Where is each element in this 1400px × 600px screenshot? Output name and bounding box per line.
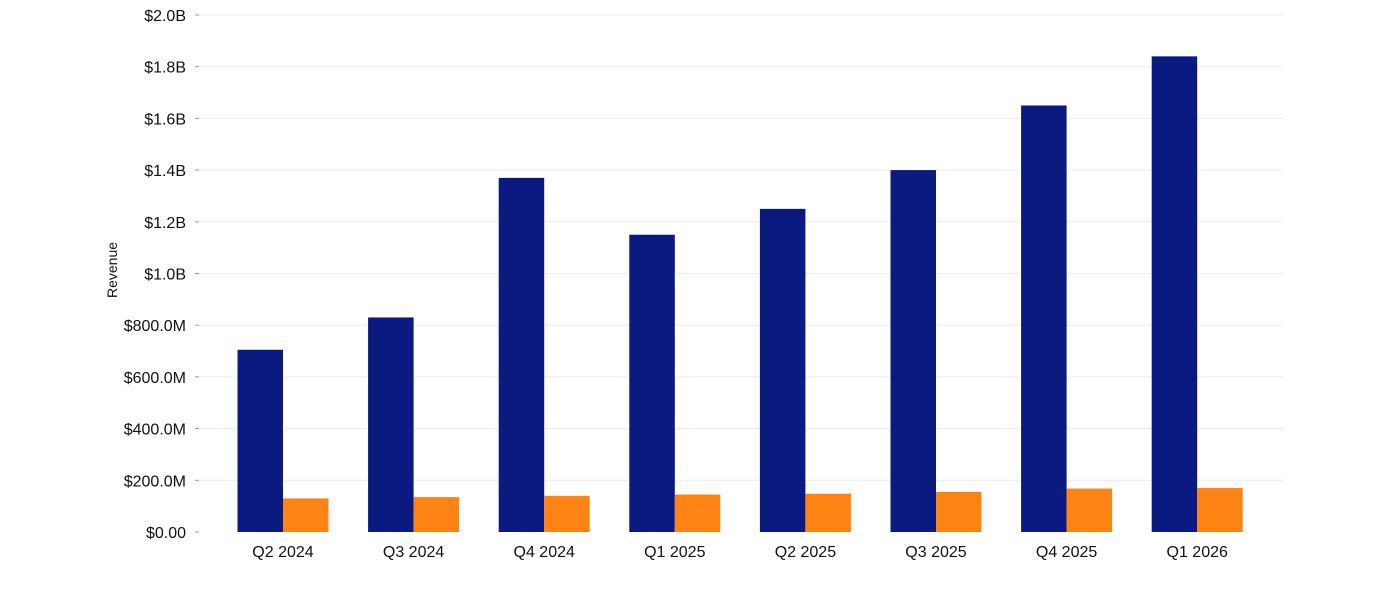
y-tick-label: $0.00: [146, 525, 186, 542]
gridlines: [200, 14, 1283, 481]
y-tick-label: $1.4B: [144, 163, 186, 180]
y-tick-label: $400.0M: [124, 422, 186, 439]
bars: [237, 56, 1243, 533]
y-tick-label: $800.0M: [124, 318, 186, 335]
x-tick-label: Q3 2024: [383, 544, 444, 561]
bar-series-1: [498, 177, 545, 533]
x-tick-label: Q1 2025: [644, 544, 705, 561]
y-axis: $0.00 $200.0M $400.0M $600.0M $800.0M $1.0B $1…: [124, 8, 199, 542]
x-tick-label: Q2 2024: [252, 544, 313, 561]
bar-series-1: [890, 170, 936, 532]
x-tick-label: Q2 2025: [775, 544, 836, 561]
bar-series-2: [805, 493, 851, 532]
bar-series-1: [1021, 105, 1067, 532]
bar-series-2: [1197, 488, 1243, 532]
bar-series-2: [674, 494, 721, 532]
y-tick-label: $600.0M: [124, 370, 186, 387]
y-tick-label: $1.0B: [144, 267, 186, 284]
bar-series-2: [936, 491, 982, 532]
bar-series-2: [413, 497, 460, 532]
bar-series-1: [368, 317, 414, 532]
bar-series-2: [1066, 488, 1113, 532]
y-axis-title: Revenue: [104, 242, 120, 298]
y-tick-label: $2.0B: [144, 8, 186, 25]
x-tick-label: Q1 2026: [1167, 544, 1228, 561]
y-tick-label: $200.0M: [124, 473, 186, 490]
y-tick-label: $1.8B: [144, 60, 186, 77]
bar-series-1: [759, 208, 806, 532]
bar-series-2: [283, 498, 329, 532]
y-tick-label: $1.2B: [144, 215, 186, 232]
bar-series-2: [544, 495, 590, 532]
bar-series-1: [237, 349, 283, 532]
x-axis: Q2 2024 Q3 2024 Q4 2024 Q1 2025 Q2 2025 Q3 20…: [252, 544, 1228, 561]
y-tick-label: $1.6B: [144, 111, 186, 128]
x-tick-label: Q4 2024: [514, 544, 575, 561]
x-tick-label: Q3 2025: [905, 544, 966, 561]
bar-series-1: [1151, 56, 1198, 533]
x-tick-label: Q4 2025: [1036, 544, 1097, 561]
bar-series-1: [629, 234, 675, 532]
